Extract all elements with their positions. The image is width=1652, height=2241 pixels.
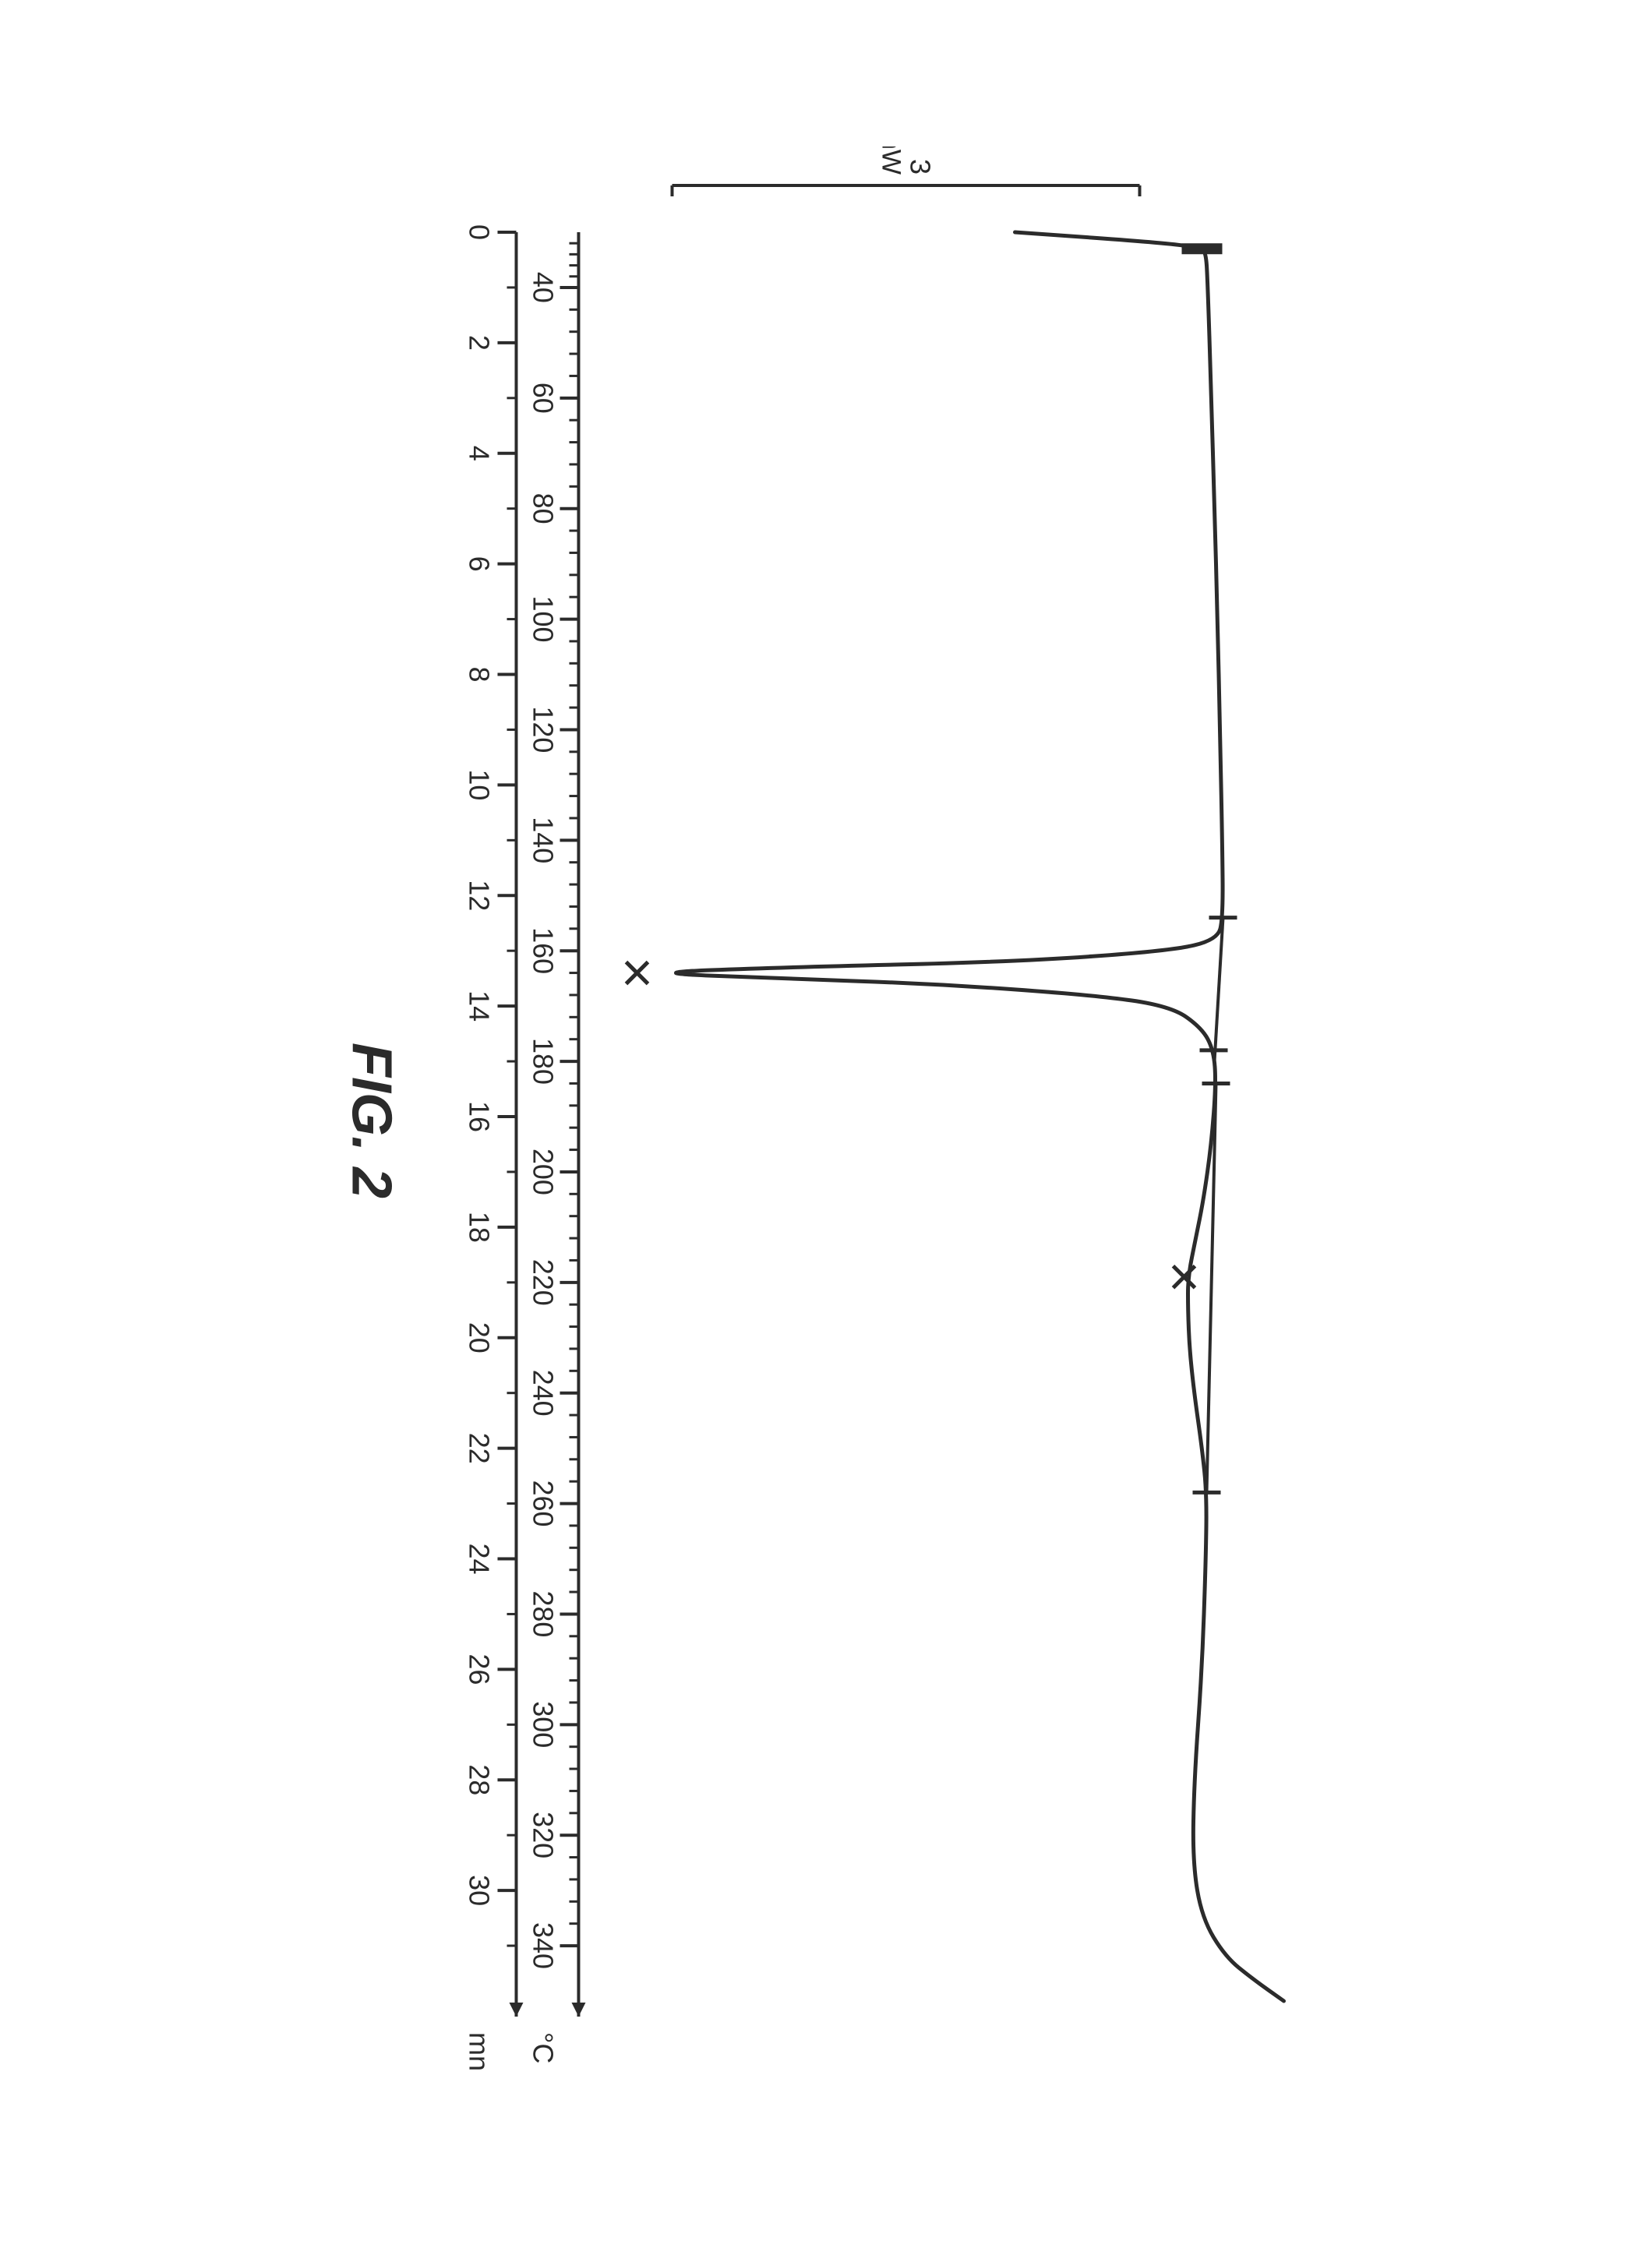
x1-label-320: 320 — [528, 1812, 559, 1858]
x1-label-120: 120 — [528, 706, 559, 753]
x2-label-28: 28 — [464, 1764, 496, 1795]
x2-label-12: 12 — [464, 880, 496, 911]
x1-label-240: 240 — [528, 1370, 559, 1417]
x1-unit: °C — [528, 2032, 559, 2063]
x2-label-22: 22 — [464, 1433, 496, 1464]
x1-label-180: 180 — [528, 1038, 559, 1085]
x1-label-200: 200 — [528, 1149, 559, 1195]
x2-label-10: 10 — [464, 769, 496, 800]
x1-label-80: 80 — [528, 493, 559, 524]
x2-label-18: 18 — [464, 1212, 496, 1243]
x2-label-0: 0 — [464, 224, 496, 240]
y-axis-unit: mW — [877, 146, 906, 175]
x2-label-30: 30 — [464, 1875, 496, 1906]
x2-label-16: 16 — [464, 1101, 496, 1132]
x1-label-160: 160 — [528, 927, 559, 974]
x2-label-2: 2 — [464, 335, 496, 351]
x1-label-100: 100 — [528, 596, 559, 643]
x2-label-6: 6 — [464, 556, 496, 572]
x2-label-24: 24 — [464, 1543, 496, 1574]
x1-label-300: 300 — [528, 1701, 559, 1748]
page: 3mW4060801001201401601802002202402602803… — [0, 0, 1652, 2241]
rotated-figure-wrapper: 3mW4060801001201401601802002202402602803… — [279, 146, 1374, 2095]
x2-label-4: 4 — [464, 446, 496, 461]
x2-label-8: 8 — [464, 666, 496, 682]
x1-label-60: 60 — [528, 383, 559, 414]
x1-label-260: 260 — [528, 1480, 559, 1527]
dsc-thermogram-chart: 3mW4060801001201401601802002202402602803… — [283, 146, 1374, 2095]
x2-unit: mn — [464, 2032, 496, 2071]
figure-caption: FIG. 2 — [341, 1043, 403, 1198]
x2-label-14: 14 — [464, 990, 496, 1022]
x1-label-280: 280 — [528, 1590, 559, 1637]
x1-label-140: 140 — [528, 817, 559, 863]
x2-label-20: 20 — [464, 1322, 496, 1353]
x1-label-220: 220 — [528, 1259, 559, 1306]
x1-label-340: 340 — [528, 1922, 559, 1969]
x1-label-40: 40 — [528, 272, 559, 303]
y-scalebar-value: 3 — [905, 159, 937, 175]
x2-label-26: 26 — [464, 1653, 496, 1685]
